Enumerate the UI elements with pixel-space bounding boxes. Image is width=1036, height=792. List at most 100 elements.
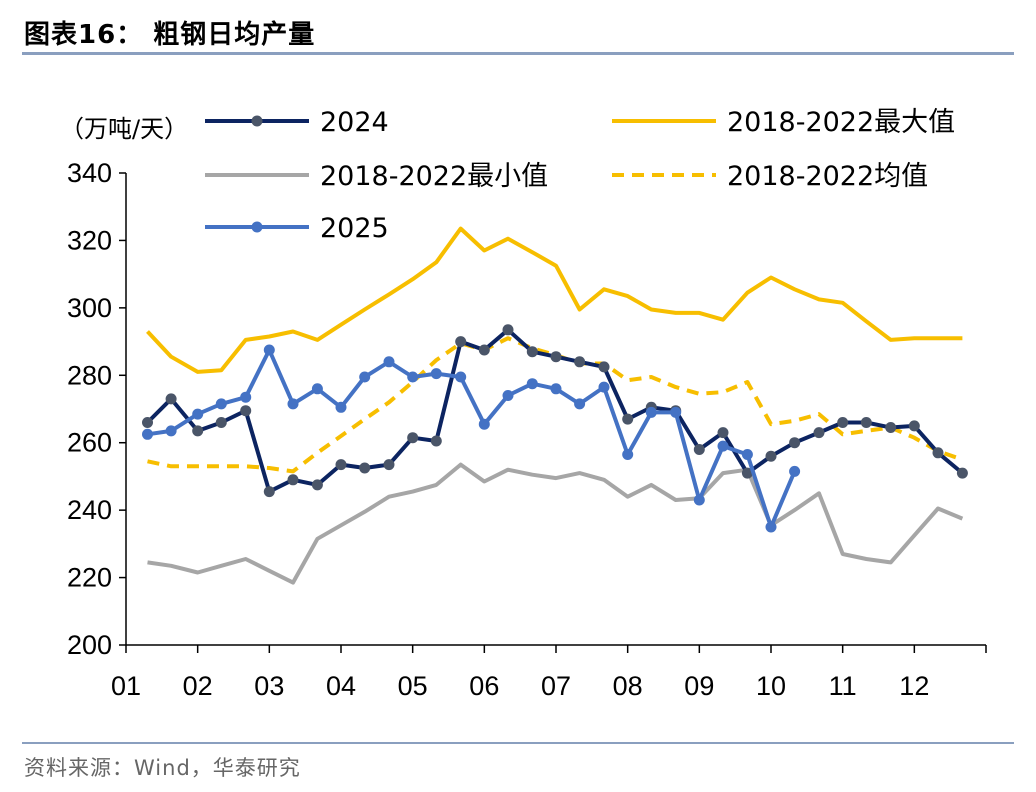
y-tick-label: 300 — [67, 293, 112, 323]
data-point — [165, 425, 177, 437]
series-layer — [142, 226, 968, 585]
data-point — [741, 467, 753, 479]
legend-label: 2025 — [320, 213, 389, 244]
data-point — [765, 521, 777, 533]
y-tick-label: 320 — [67, 225, 112, 255]
data-point — [526, 378, 538, 390]
series-2024 — [142, 324, 968, 498]
figure-title: 图表16： 粗钢日均产量 — [24, 20, 316, 50]
data-point — [956, 467, 968, 479]
data-point — [717, 427, 729, 439]
data-point — [335, 401, 347, 413]
data-point — [645, 406, 657, 418]
data-point — [311, 479, 323, 491]
data-point — [741, 449, 753, 460]
y-axis-unit-label: （万吨/天） — [60, 115, 188, 143]
legend-item-2018-2022最小值: 2018-2022最小值 — [205, 161, 548, 192]
data-point — [813, 427, 825, 439]
data-point — [478, 344, 490, 356]
legend-label: 2018-2022最大值 — [727, 107, 955, 138]
data-point — [142, 428, 153, 440]
series-2025 — [142, 344, 801, 533]
data-point — [240, 405, 252, 417]
y-tick-label: 340 — [67, 158, 112, 188]
legend-item-2024: 2024 — [205, 107, 389, 138]
data-point — [550, 383, 562, 395]
data-point — [142, 417, 153, 428]
legend-item-2025: 2025 — [205, 213, 389, 244]
data-point — [430, 368, 442, 380]
footer-divider — [22, 742, 1014, 744]
data-point — [455, 336, 467, 348]
data-point — [598, 381, 610, 393]
x-tick-label: 01 — [111, 671, 141, 701]
data-point — [550, 351, 562, 363]
x-tick-label: 09 — [684, 671, 714, 701]
data-point — [383, 356, 395, 368]
data-point — [932, 447, 944, 459]
data-point — [837, 417, 849, 428]
series-2018-2022均值 — [147, 336, 964, 474]
data-point — [478, 418, 490, 430]
source-note: 资料来源：Wind，华泰研究 — [24, 756, 301, 780]
data-point — [789, 437, 801, 449]
legend-marker — [251, 221, 263, 233]
data-point — [215, 398, 227, 410]
data-point — [622, 413, 634, 425]
data-point — [311, 383, 323, 395]
series-line-2018-2022最小值 — [147, 462, 964, 585]
x-tick-label: 06 — [469, 671, 499, 701]
data-point — [502, 390, 514, 401]
x-tick-label: 07 — [541, 671, 571, 701]
x-tick-label: 05 — [398, 671, 428, 701]
legend-marker — [251, 115, 263, 127]
x-tick-label: 08 — [613, 671, 643, 701]
data-point — [598, 361, 610, 373]
x-tick-label: 03 — [254, 671, 284, 701]
data-point — [717, 440, 729, 452]
data-point — [383, 459, 395, 471]
data-point — [407, 371, 419, 383]
data-point — [359, 371, 371, 383]
legend-item-2018-2022均值: 2018-2022均值 — [612, 161, 928, 192]
data-point — [574, 356, 586, 368]
data-point — [192, 425, 204, 437]
data-point — [622, 449, 634, 460]
data-point — [430, 435, 442, 447]
y-tick-label: 220 — [67, 563, 112, 593]
y-tick-label: 260 — [67, 428, 112, 458]
series-2018-2022最小值 — [147, 462, 964, 585]
legend-label: 2018-2022均值 — [727, 161, 928, 192]
data-point — [215, 417, 227, 428]
x-tick-label: 11 — [829, 671, 857, 701]
data-point — [263, 344, 275, 356]
data-point — [192, 408, 204, 420]
legend-item-2018-2022最大值: 2018-2022最大值 — [612, 107, 955, 138]
x-tick-label: 02 — [183, 671, 213, 701]
x-tick-label: 12 — [899, 671, 929, 701]
data-point — [885, 422, 897, 433]
data-point — [287, 474, 299, 486]
data-point — [860, 417, 872, 428]
y-tick-label: 240 — [67, 495, 112, 525]
data-point — [526, 346, 538, 358]
data-point — [908, 420, 920, 432]
x-tick-label: 04 — [326, 671, 356, 701]
data-point — [335, 459, 347, 471]
series-2018-2022最大值 — [146, 226, 963, 374]
data-point — [789, 465, 801, 477]
data-point — [670, 406, 682, 418]
data-point — [263, 486, 275, 498]
chart-axes: 200 220 240 260 280 300 320 340 01 02 03 04 05 06 07 08… — [67, 158, 987, 701]
data-point — [407, 432, 419, 444]
data-point — [359, 462, 371, 474]
data-point — [574, 398, 586, 410]
data-point — [693, 494, 705, 506]
y-tick-label: 280 — [67, 360, 112, 390]
y-tick-label: 200 — [67, 630, 112, 660]
data-point — [240, 391, 252, 403]
legend-label: 2024 — [320, 107, 389, 138]
data-point — [693, 444, 705, 455]
series-line-2018-2022均值 — [147, 336, 964, 474]
